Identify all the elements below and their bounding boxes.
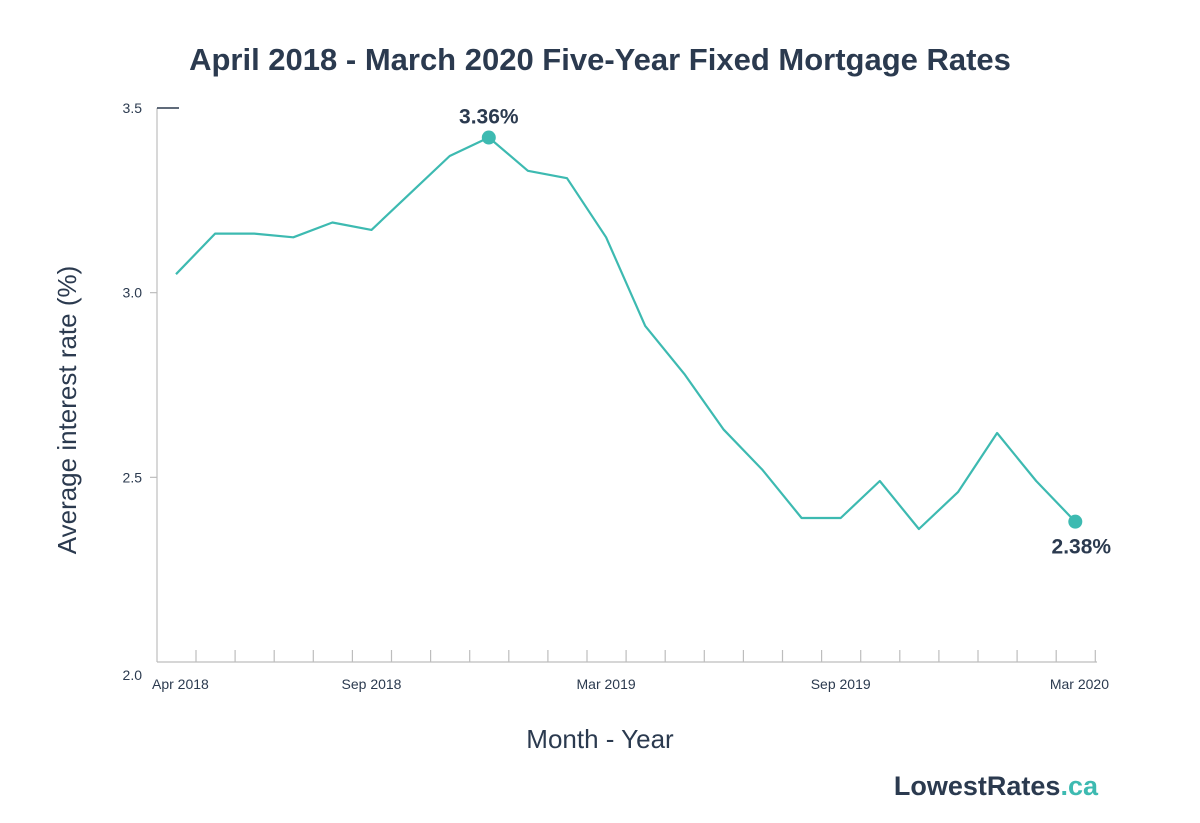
- x-tick-label: Mar 2019: [577, 676, 636, 692]
- x-tick-label: Sep 2019: [811, 676, 871, 692]
- x-tick-label: Mar 2020: [1050, 676, 1109, 692]
- annotation-label: 2.38%: [1052, 536, 1112, 559]
- series-line: [175, 136, 1077, 531]
- y-axis-title: Average interest rate (%): [52, 266, 82, 555]
- ticks: 2.0 2.5 3.0 3.5 Apr 2018 Sep 2018 Mar 2019 Sep …: [123, 100, 1110, 692]
- x-tick-label: Sep 2018: [342, 676, 402, 692]
- chart-title: April 2018 - March 2020 Five-Year Fixed …: [189, 42, 1011, 77]
- annotation-markers: 3.36% 2.38%: [459, 106, 1111, 559]
- y-tick-label: 3.5: [123, 100, 143, 116]
- x-tick-label: Apr 2018: [152, 676, 209, 692]
- y-tick-label: 2.5: [123, 469, 143, 485]
- axes: [156, 107, 1097, 663]
- y-tick-label: 3.0: [123, 285, 143, 301]
- annotation-point: [1068, 514, 1083, 529]
- brand-accent: .ca: [1060, 771, 1099, 801]
- annotation-point: [481, 130, 496, 145]
- brand-main: LowestRates: [894, 771, 1061, 801]
- y-tick-label: 2.0: [123, 667, 143, 683]
- annotation-label: 3.36%: [459, 106, 519, 129]
- brand-logo: LowestRates.ca: [894, 771, 1099, 801]
- x-axis-title: Month - Year: [526, 724, 674, 754]
